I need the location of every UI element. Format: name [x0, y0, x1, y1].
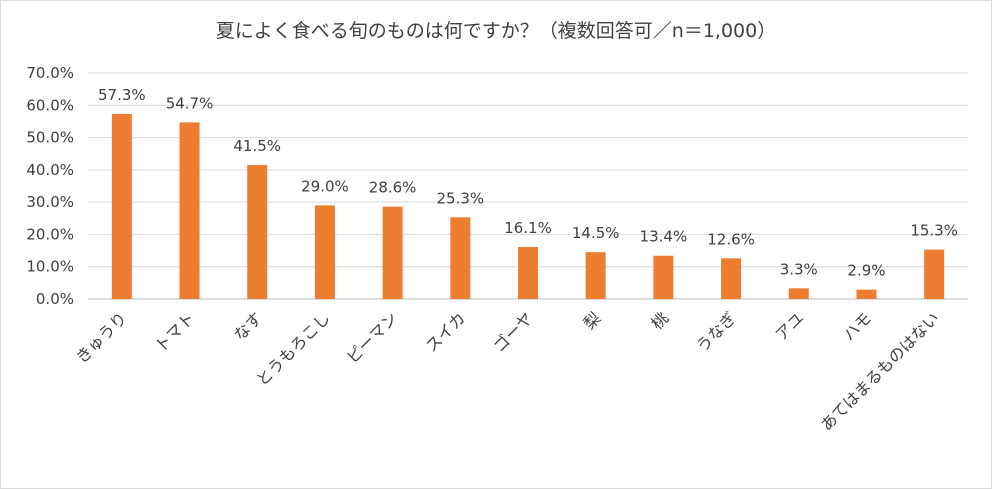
category-label: ピーマン: [343, 308, 402, 367]
data-label: 41.5%: [233, 137, 281, 155]
category-label: あてはまるものはない: [817, 308, 943, 434]
bar: [585, 252, 606, 299]
data-label: 54.7%: [166, 94, 214, 112]
category-label: うなぎ: [693, 308, 740, 355]
y-tick-label: 30.0%: [26, 193, 74, 211]
y-tick-label: 40.0%: [26, 161, 74, 179]
y-tick-label: 70.0%: [26, 64, 74, 82]
bar: [111, 114, 132, 299]
data-label: 12.6%: [707, 230, 755, 248]
bar: [721, 258, 742, 299]
data-label: 57.3%: [98, 86, 146, 104]
bar: [924, 249, 945, 299]
category-label: きゅうり: [72, 308, 131, 367]
y-tick-label: 60.0%: [26, 96, 74, 114]
bar: [382, 206, 403, 299]
y-tick-label: 20.0%: [26, 225, 74, 243]
bar: [788, 288, 809, 299]
bar: [179, 122, 200, 299]
chart-title: 夏によく食べる旬のものは何ですか？（複数回答可／n＝1,000）: [215, 20, 777, 42]
y-tick-label: 10.0%: [26, 258, 74, 276]
category-label: ハモ: [839, 308, 875, 344]
data-label: 28.6%: [369, 179, 417, 197]
bar: [247, 165, 268, 299]
data-label: 15.3%: [910, 222, 958, 240]
bar: [450, 217, 471, 299]
data-label: 13.4%: [640, 228, 688, 246]
bar: [856, 289, 877, 299]
y-tick-label: 50.0%: [26, 129, 74, 147]
data-label: 14.5%: [572, 224, 620, 242]
data-label: 3.3%: [780, 260, 818, 278]
data-label: 25.3%: [436, 189, 484, 207]
bar: [518, 247, 538, 299]
bar: [314, 205, 335, 299]
y-tick-label: 0.0%: [36, 290, 74, 308]
category-label: アユ: [772, 308, 808, 344]
data-label: 16.1%: [504, 219, 552, 237]
category-label: スイカ: [422, 308, 469, 355]
category-label: トマト: [151, 308, 198, 355]
data-label: 29.0%: [301, 177, 349, 195]
category-label: 梨: [580, 308, 605, 333]
data-label: 2.9%: [847, 262, 885, 280]
category-label: 桃: [647, 308, 672, 333]
category-label: ゴーヤ: [489, 308, 536, 355]
bar: [653, 255, 674, 299]
category-label: なす: [230, 308, 266, 344]
